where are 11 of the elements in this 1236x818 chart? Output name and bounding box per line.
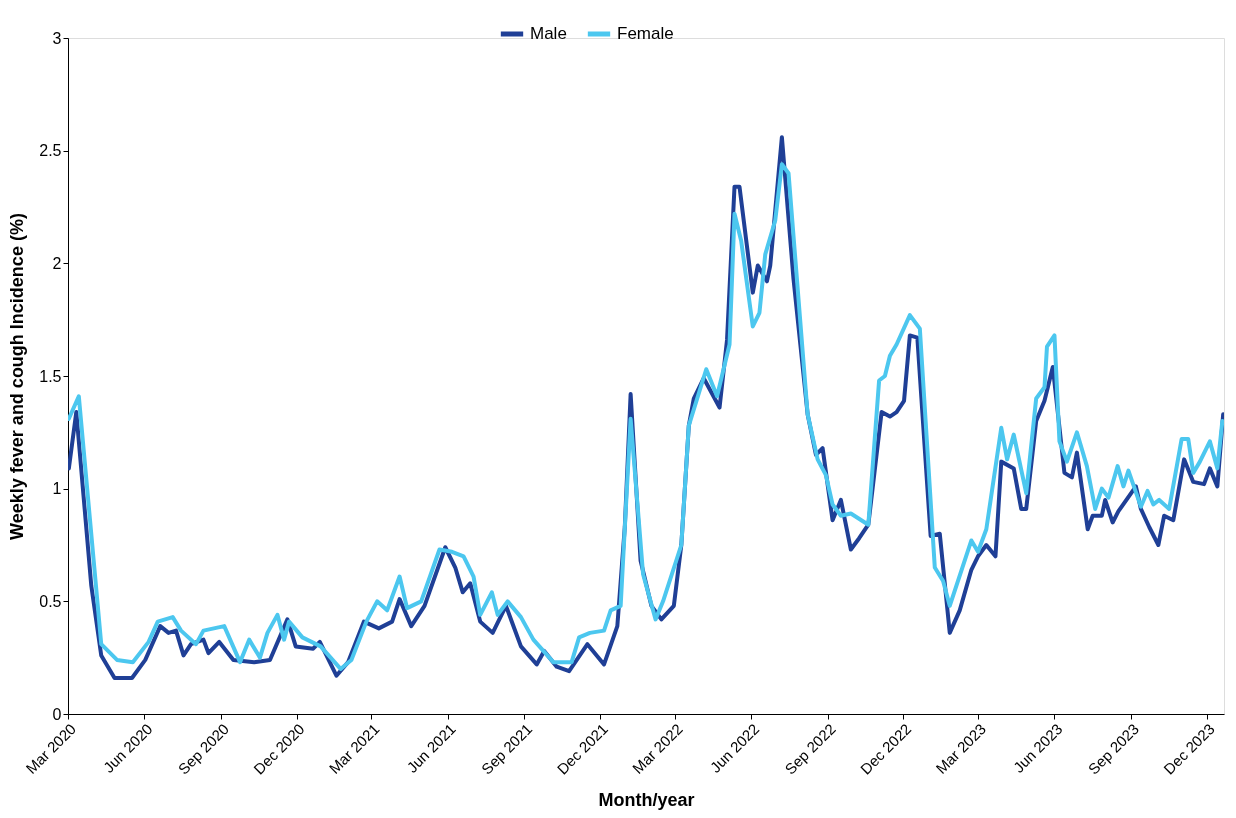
y-tick-label: 2 [52,254,62,272]
y-tick-label: 1.5 [39,367,62,385]
legend-label: Male [530,24,567,43]
legend-label: Female [617,24,674,43]
y-tick-label: 0.5 [39,592,62,610]
y-axis-title: Weekly fever and cough Incidence (%) [7,213,28,540]
y-tick-label: 2.5 [39,142,62,160]
y-tick-label: 3 [52,29,62,47]
y-tick-label: 1 [52,480,62,498]
x-axis-title: Month/year [598,789,695,810]
y-tick-label: 0 [52,705,62,723]
